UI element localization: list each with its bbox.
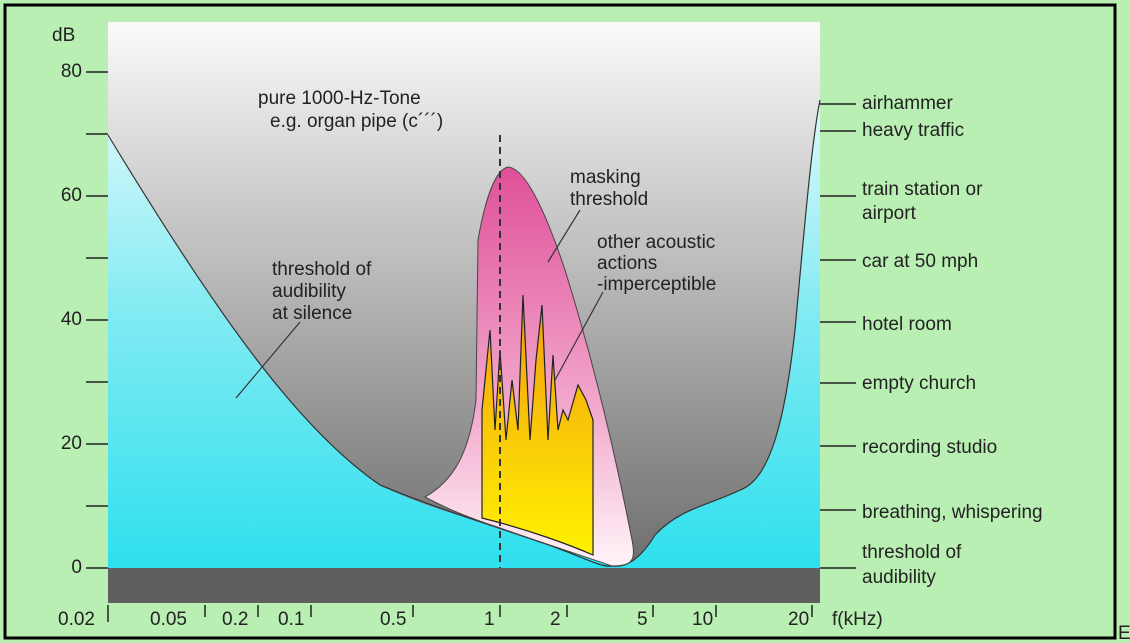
right-label: train station or [862, 179, 983, 200]
annotation: other acoustic [597, 232, 715, 253]
annotation: audibility [272, 281, 346, 302]
annotation: masking [570, 167, 641, 188]
x-label: 0.02 [58, 609, 95, 630]
annotation: pure 1000-Hz-Tone [258, 88, 421, 109]
y-unit: dB [52, 25, 75, 46]
x-unit: f(kHz) [832, 609, 883, 630]
annotation: at silence [272, 303, 352, 324]
figure: dB 80 60 40 20 0 0.02 0.05 0.2 0.1 0.5 1… [0, 0, 1130, 643]
right-label: breathing, whispering [862, 502, 1043, 523]
right-label: recording studio [862, 437, 997, 458]
right-label: audibility [862, 567, 936, 588]
x-label: 5 [637, 609, 648, 630]
x-label: 0.5 [380, 609, 406, 630]
x-label: 0.2 [222, 609, 248, 630]
right-label: airhammer [862, 93, 953, 114]
y-label: 60 [61, 185, 82, 206]
x-label: 0.1 [278, 609, 304, 630]
y-label: 20 [61, 433, 82, 454]
annotation: threshold [570, 189, 648, 210]
x-label: 2 [550, 609, 561, 630]
right-label: heavy traffic [862, 120, 964, 141]
y-label: 80 [61, 61, 82, 82]
annotation: -imperceptible [597, 274, 716, 295]
x-label: 10 [692, 609, 713, 630]
y-label: 40 [61, 309, 82, 330]
y-label: 0 [71, 557, 82, 578]
annotation: actions [597, 253, 657, 274]
annotation: threshold of [272, 259, 372, 280]
right-label: hotel room [862, 314, 952, 335]
x-label: 1 [484, 609, 495, 630]
right-label: threshold of [862, 542, 962, 563]
floor-band [108, 568, 820, 603]
x-label: 20 [788, 609, 809, 630]
right-label: car at 50 mph [862, 251, 978, 272]
right-label: airport [862, 203, 917, 224]
annotation: e.g. organ pipe (c´´´) [270, 111, 443, 132]
edge-text: E [1118, 623, 1130, 643]
x-label: 0.05 [150, 609, 187, 630]
right-label: empty church [862, 373, 976, 394]
